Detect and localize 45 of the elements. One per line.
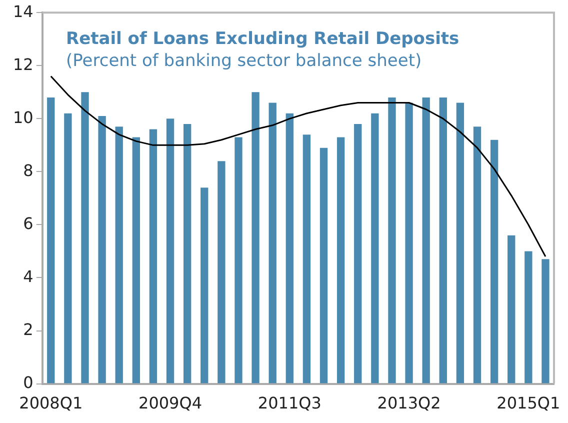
y-tick-label: 8	[23, 160, 34, 180]
x-tick-label: 2008Q1	[19, 394, 83, 413]
bar	[422, 97, 430, 384]
y-tick-label: 2	[23, 320, 34, 339]
x-tick-label: 2009Q4	[138, 394, 202, 413]
text: (Percent of banking sector balance sheet)	[66, 51, 422, 71]
bar	[252, 92, 260, 384]
bar	[371, 113, 379, 384]
bar	[234, 137, 242, 384]
bar	[405, 102, 413, 384]
bar	[115, 126, 123, 384]
bar	[81, 92, 89, 384]
y-tick-label: 10	[13, 108, 34, 127]
bar	[218, 161, 226, 384]
bar	[98, 116, 106, 384]
bar	[524, 251, 532, 384]
bar	[149, 129, 158, 384]
bar	[166, 118, 174, 384]
text: Retail of Loans Excluding Retail Deposits	[66, 28, 460, 50]
bar	[439, 97, 447, 384]
bar	[336, 137, 345, 384]
bar	[320, 148, 328, 384]
bar	[354, 124, 362, 384]
bar	[64, 113, 72, 384]
bar	[490, 140, 498, 384]
bar	[47, 97, 55, 384]
x-tick-label: 2013Q2	[377, 394, 441, 413]
y-tick-label: 4	[23, 266, 34, 286]
y-tick-label: 14	[13, 2, 34, 21]
bar	[508, 235, 516, 384]
bar	[473, 126, 482, 384]
y-tick-label: 6	[23, 214, 34, 233]
bar	[200, 188, 208, 384]
x-tick-label: 2015Q1	[496, 394, 560, 413]
y-tick-label: 0	[23, 372, 34, 392]
bar	[268, 102, 276, 384]
bar	[183, 124, 192, 384]
bar	[388, 97, 396, 384]
bar	[542, 259, 550, 384]
bar	[286, 113, 294, 384]
y-tick-label: 12	[13, 54, 34, 74]
x-tick-label: 2011Q3	[258, 394, 322, 413]
bar	[132, 137, 140, 384]
bar	[456, 102, 464, 384]
bar	[302, 134, 311, 384]
